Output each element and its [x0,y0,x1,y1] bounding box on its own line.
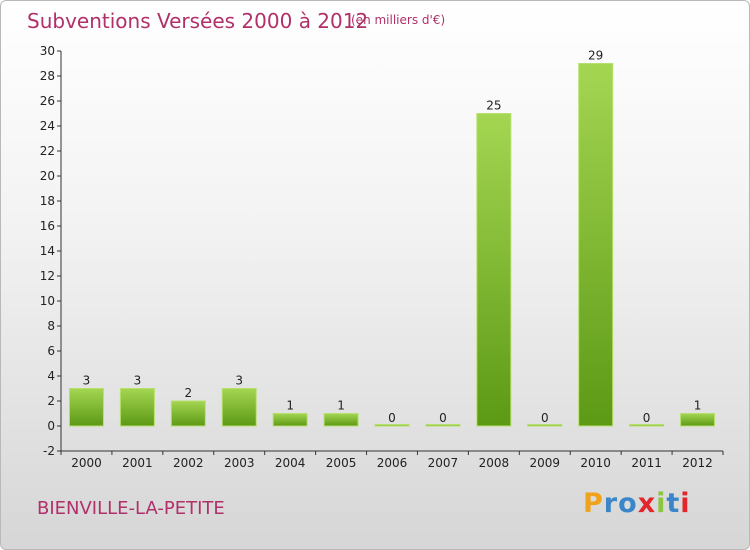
y-tick-label: 12 [40,269,55,283]
y-tick-label: 4 [47,369,55,383]
data-label-2003: 3 [235,374,243,388]
data-label-2011: 0 [643,411,651,425]
logo-letter: P [583,488,604,519]
bar-2004 [272,413,308,427]
bar-2002 [170,400,206,427]
logo-letter: x [637,488,657,519]
data-label-2000: 3 [83,374,91,388]
data-label-2010: 29 [588,49,603,63]
x-tick-label-2011: 2011 [631,456,662,470]
data-labels: 3 3 2 3 1 1 0 0 25 0 29 0 1 [83,49,702,426]
logo-letter: r [603,488,619,519]
x-tick-label-2008: 2008 [479,456,510,470]
data-label-2012: 1 [694,399,702,413]
x-tick-label-2002: 2002 [173,456,204,470]
y-tick-label: 8 [47,319,55,333]
y-tick-label: 10 [40,294,55,308]
data-label-2009: 0 [541,411,549,425]
bar-2008 [476,113,512,427]
bar-2010 [578,63,614,427]
x-tick-label-2001: 2001 [122,456,153,470]
y-tick-label: 26 [40,94,55,108]
data-label-2007: 0 [439,411,447,425]
y-tick-label: 30 [40,44,55,58]
x-tick-label-2010: 2010 [580,456,611,470]
chart-title: Subventions Versées 2000 à 2012 [27,9,369,33]
y-tick-label: 14 [40,244,55,258]
x-tick-label-2003: 2003 [224,456,255,470]
bar-2005 [323,413,359,427]
y-tick-label: 28 [40,69,55,83]
bar-2012 [680,413,716,427]
x-tick-label-2009: 2009 [529,456,560,470]
y-tick-label: 2 [47,394,55,408]
place-name: BIENVILLE-LA-PETITE [37,498,225,519]
data-label-2006: 0 [388,411,396,425]
y-tick-label: 6 [47,344,55,358]
logo-letter: i [680,488,691,519]
logo-letter: i [656,488,667,519]
proxiti-logo[interactable]: Proxiti [583,488,691,519]
data-label-2005: 1 [337,399,345,413]
logo-letter: t [666,488,681,519]
bar-2009 [527,424,563,427]
bar-2001 [119,388,155,427]
x-tick-label-2005: 2005 [326,456,357,470]
y-tick-label: -2 [43,444,55,458]
x-tick-label-2004: 2004 [275,456,306,470]
bars [68,63,716,427]
data-label-2001: 3 [134,374,142,388]
bar-2006 [374,424,410,427]
data-label-2008: 25 [486,99,501,113]
bar-2011 [629,424,665,427]
y-tick-label: 16 [40,219,55,233]
data-label-2002: 2 [184,386,192,400]
y-tick-label: 22 [40,144,55,158]
chart-subtitle: (en milliers d'€) [351,13,446,27]
logo-letter: o [618,488,638,519]
y-tick-label: 20 [40,169,55,183]
y-tick-label: 0 [47,419,55,433]
bar-2003 [221,388,257,427]
x-tick-label-2000: 2000 [71,456,102,470]
bar-2007 [425,424,461,427]
x-tick-label-2006: 2006 [377,456,408,470]
y-tick-label: 18 [40,194,55,208]
x-tick-label-2007: 2007 [428,456,459,470]
bar-2000 [68,388,104,427]
y-tick-label: 24 [40,119,55,133]
x-tick-label-2012: 2012 [682,456,713,470]
data-label-2004: 1 [286,399,294,413]
